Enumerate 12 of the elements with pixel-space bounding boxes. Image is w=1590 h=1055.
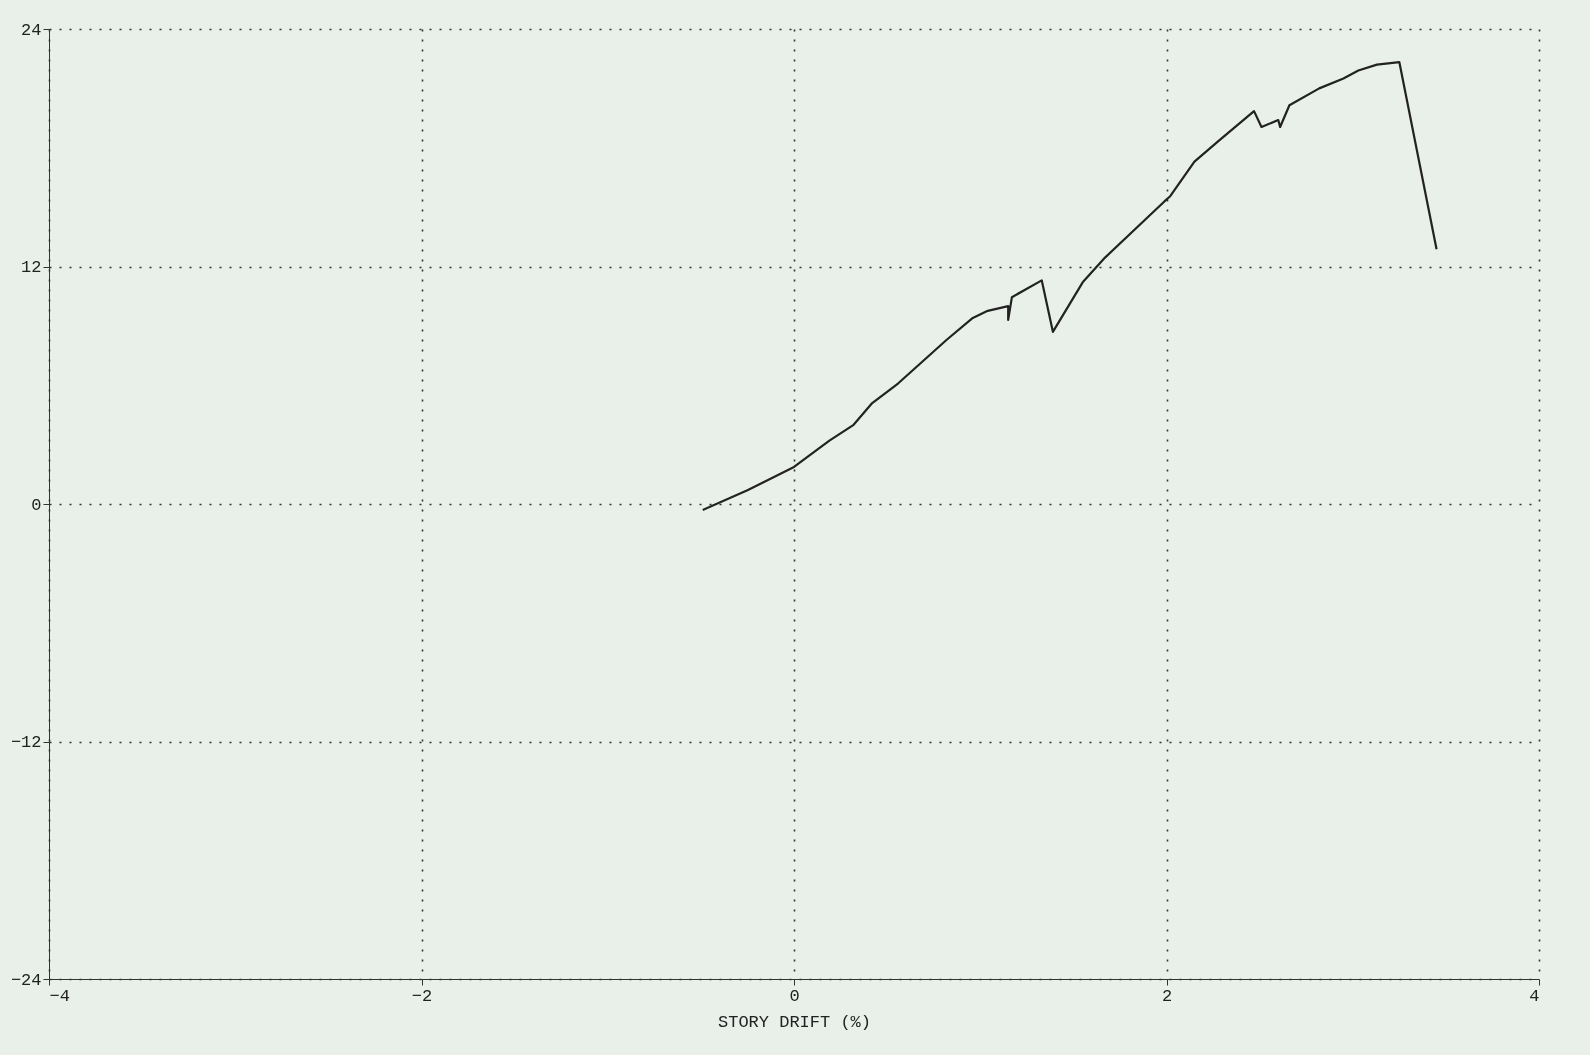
x-tick-label: 4 bbox=[1529, 986, 1540, 1006]
x-tick-label: −2 bbox=[411, 986, 433, 1006]
x-axis-title: STORY DRIFT (%) bbox=[717, 1012, 872, 1032]
y-tick-label: 0 bbox=[31, 495, 42, 515]
line-series bbox=[701, 60, 1438, 512]
y-tick-label: 24 bbox=[21, 20, 42, 40]
x-tick-label: −4 bbox=[49, 986, 70, 1006]
x-tick-label: 0 bbox=[789, 986, 800, 1006]
y-tick-label: −24 bbox=[10, 970, 42, 990]
y-tick-label: 12 bbox=[21, 258, 42, 277]
x-tick-label: 2 bbox=[1161, 986, 1173, 1006]
y-tick-label: −12 bbox=[10, 733, 42, 752]
